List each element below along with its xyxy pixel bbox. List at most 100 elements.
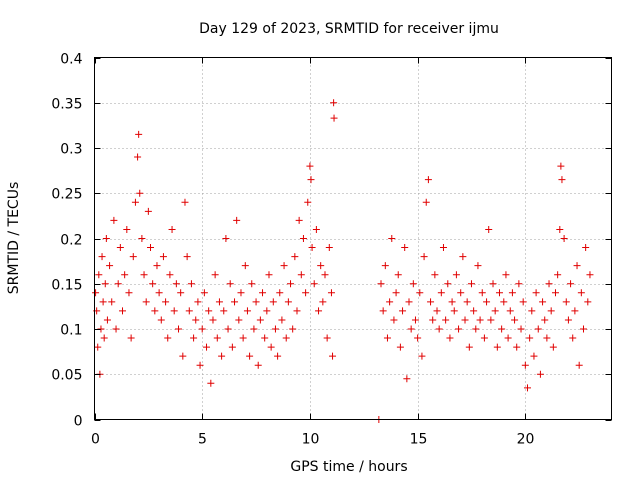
- data-point: [192, 316, 200, 324]
- data-point: [103, 316, 111, 324]
- data-point: [274, 352, 282, 360]
- data-point: [495, 289, 503, 297]
- data-point: [181, 198, 189, 206]
- data-point: [407, 325, 415, 333]
- data-point: [218, 352, 226, 360]
- data-point: [379, 307, 387, 315]
- data-point: [142, 298, 150, 306]
- data-point: [564, 316, 572, 324]
- data-point: [147, 244, 155, 252]
- data-point: [584, 298, 592, 306]
- x-axis-label: GPS time / hours: [290, 459, 407, 475]
- data-point: [101, 280, 109, 288]
- data-point: [427, 298, 435, 306]
- data-point: [459, 253, 467, 261]
- data-point: [504, 334, 512, 342]
- data-point: [256, 316, 264, 324]
- data-point: [409, 280, 417, 288]
- data-point: [541, 316, 549, 324]
- data-point: [261, 334, 269, 342]
- data-point: [252, 298, 260, 306]
- plot-frame: [94, 57, 612, 420]
- data-point: [450, 307, 458, 315]
- data-point: [476, 316, 484, 324]
- data-point: [168, 225, 176, 233]
- data-point: [401, 244, 409, 252]
- data-point: [112, 325, 120, 333]
- data-point: [162, 298, 170, 306]
- data-point: [485, 225, 493, 233]
- data-point: [315, 307, 323, 315]
- data-point: [131, 198, 139, 206]
- data-point: [557, 162, 565, 170]
- data-point: [209, 316, 217, 324]
- data-point: [228, 343, 236, 351]
- data-point: [523, 384, 531, 392]
- data-point: [241, 262, 249, 270]
- data-point: [302, 289, 310, 297]
- data-point: [411, 316, 419, 324]
- data-point: [276, 289, 284, 297]
- data-point: [200, 289, 208, 297]
- data-point: [416, 289, 424, 297]
- data-point: [185, 307, 193, 315]
- data-point: [388, 235, 396, 242]
- data-point: [222, 235, 230, 242]
- data-point: [114, 280, 122, 288]
- tick-labels-layer: 0 0.05 0.1 0.15 0.2 0.25 0.3 0.35 0.4 0 5 10 15 20: [51, 52, 534, 448]
- data-point: [100, 334, 108, 342]
- data-point: [129, 253, 137, 261]
- data-point: [306, 162, 314, 170]
- data-point: [108, 298, 116, 306]
- data-point: [474, 262, 482, 270]
- data-point: [562, 298, 570, 306]
- data-point: [183, 253, 191, 261]
- data-point: [543, 334, 551, 342]
- data-point: [138, 235, 146, 242]
- data-point: [571, 307, 579, 315]
- data-point: [511, 316, 519, 324]
- data-point: [297, 271, 305, 279]
- y-tick-label: 0: [74, 414, 83, 430]
- data-point: [215, 298, 223, 306]
- y-tick-label: 0.15: [51, 278, 82, 294]
- data-point: [551, 289, 559, 297]
- data-point: [211, 271, 219, 279]
- data-point: [92, 289, 100, 297]
- data-point: [513, 343, 521, 351]
- data-point: [549, 343, 557, 351]
- data-point: [289, 325, 297, 333]
- data-point: [99, 298, 107, 306]
- data-point: [265, 271, 273, 279]
- x-tick-label: 5: [198, 432, 207, 448]
- grid-layer: [94, 57, 612, 420]
- data-point: [177, 289, 185, 297]
- data-point: [304, 198, 312, 206]
- data-point: [308, 244, 316, 252]
- data-point: [263, 307, 271, 315]
- data-point: [377, 280, 385, 288]
- data-point: [254, 361, 262, 369]
- points-layer: [92, 99, 594, 423]
- data-point: [94, 343, 102, 351]
- data-point: [153, 262, 161, 270]
- data-point: [175, 325, 183, 333]
- y-axis-label: SRMTID / TECUs: [6, 182, 22, 295]
- data-point: [498, 325, 506, 333]
- data-point: [457, 289, 465, 297]
- data-point: [414, 334, 422, 342]
- data-point: [323, 334, 331, 342]
- data-point: [463, 298, 471, 306]
- data-point: [558, 176, 566, 184]
- x-tick-label: 15: [410, 432, 428, 448]
- data-point: [235, 316, 243, 324]
- data-point: [455, 325, 463, 333]
- data-point: [560, 235, 568, 242]
- data-point: [508, 289, 516, 297]
- data-point: [519, 298, 527, 306]
- data-point: [224, 325, 232, 333]
- data-point: [556, 225, 564, 233]
- data-point: [246, 352, 254, 360]
- data-point: [399, 307, 407, 315]
- data-point: [422, 198, 430, 206]
